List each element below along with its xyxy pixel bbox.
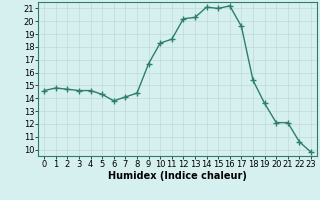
X-axis label: Humidex (Indice chaleur): Humidex (Indice chaleur) [108, 171, 247, 181]
